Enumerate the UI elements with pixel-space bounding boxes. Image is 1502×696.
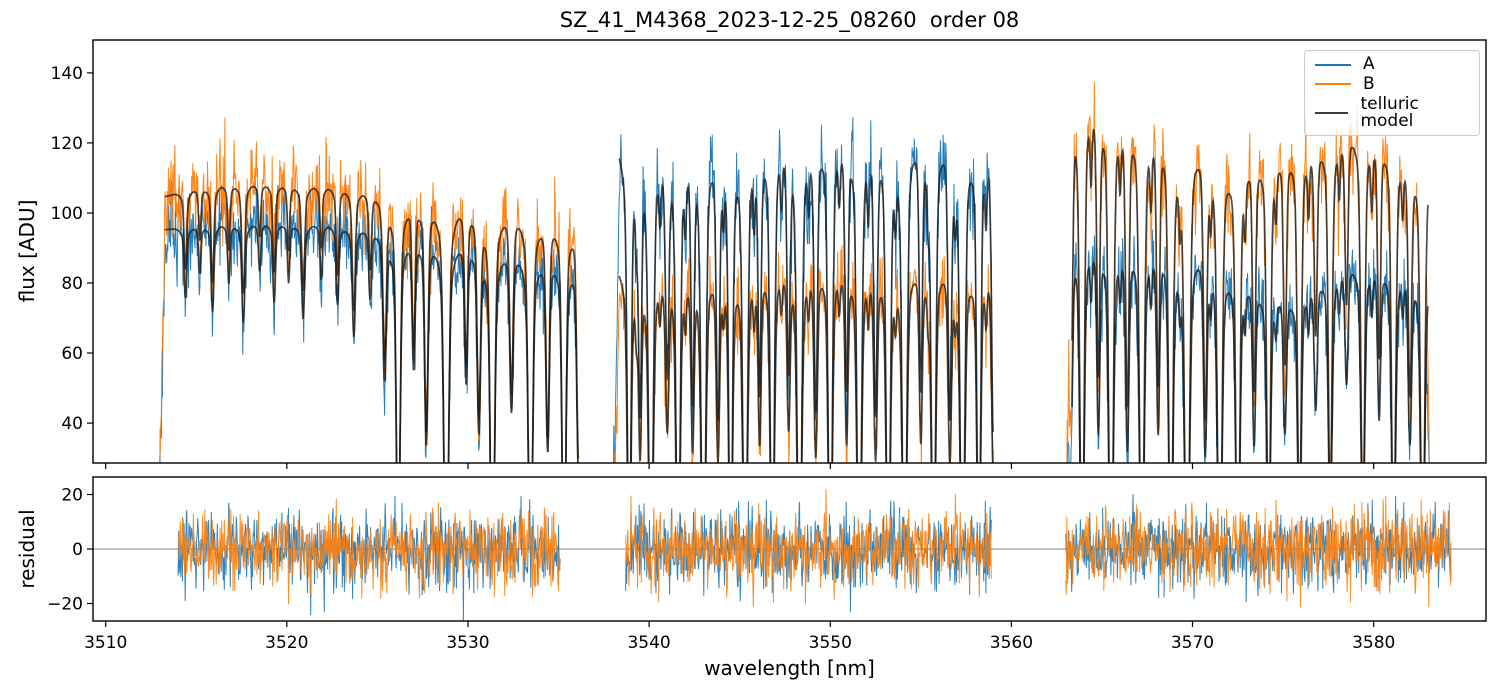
- legend-row-a: A: [1315, 56, 1469, 73]
- legend-swatch-telluric-line: [1315, 111, 1349, 114]
- flux-ytick-label: 100: [51, 204, 83, 224]
- telluric-model-b-path: [164, 128, 1429, 463]
- flux-panel-data: [159, 81, 1431, 463]
- flux-ytick-label: 40: [61, 414, 83, 434]
- x-tick-label: 3540: [627, 633, 670, 653]
- residual-ytick-label: −20: [47, 595, 83, 615]
- flux-ytick-label: 60: [61, 344, 83, 364]
- flux-axis-label: flux [ADU]: [15, 199, 39, 303]
- x-tick-label: 3580: [1352, 633, 1395, 653]
- flux-ytick-label: 80: [61, 274, 83, 294]
- flux-ytick-label: 120: [51, 134, 83, 154]
- x-tick-label: 3560: [990, 633, 1033, 653]
- x-tick-label: 3510: [84, 633, 127, 653]
- residual-b-path: [177, 489, 1452, 608]
- legend: A B telluric model: [1304, 50, 1480, 136]
- flux-panel-frame: [92, 39, 1487, 464]
- x-tick-label: 3570: [1171, 633, 1214, 653]
- legend-row-b: B: [1315, 73, 1469, 94]
- residual-panel-data: [93, 489, 1486, 621]
- residual-ytick-label: 0: [72, 540, 83, 560]
- x-axis-label: wavelength [nm]: [704, 656, 875, 680]
- legend-swatch-b-line: [1315, 83, 1351, 86]
- residual-ytick-label: 20: [61, 486, 83, 506]
- chart-title: SZ_41_M4368_2023-12-25_08260 order 08: [559, 8, 1020, 32]
- x-tick-label: 3520: [265, 633, 308, 653]
- x-tick-label: 3550: [809, 633, 852, 653]
- legend-label-telluric: telluric model: [1360, 93, 1419, 131]
- residual-axis-label: residual: [15, 509, 39, 589]
- flux-ytick-label: 140: [51, 64, 83, 84]
- legend-row-telluric: telluric model: [1315, 93, 1469, 131]
- legend-swatch-a-line: [1315, 63, 1351, 66]
- legend-label-a: A: [1363, 54, 1375, 75]
- axis-ticks: 3510 3520 3530 3540 3550 3560 3570 3580 40 60 80 10…: [47, 64, 1395, 653]
- x-tick-label: 3530: [446, 633, 489, 653]
- legend-label-b: B: [1363, 73, 1375, 94]
